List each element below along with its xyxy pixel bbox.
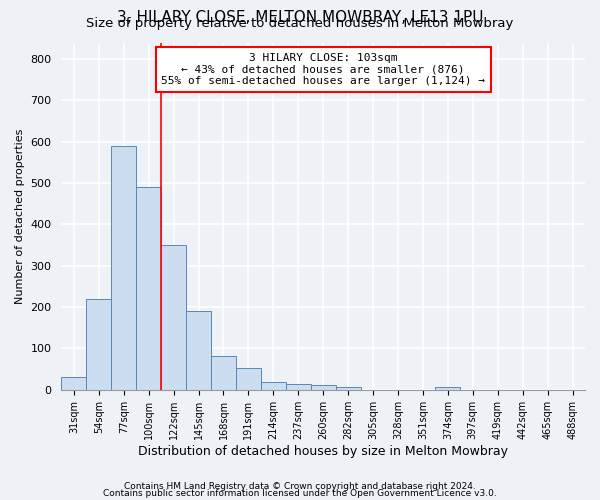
Bar [186,312,211,390]
X-axis label: Distribution of detached houses by size in Melton Mowbray: Distribution of detached houses by size … [138,444,508,458]
Y-axis label: Number of detached properties: Number of detached properties [15,128,25,304]
Bar [436,388,460,390]
Bar [161,245,186,390]
Bar [261,382,286,390]
Bar [335,387,361,390]
Bar [286,384,311,390]
Bar [211,356,236,390]
Bar [61,376,86,390]
Text: Size of property relative to detached houses in Melton Mowbray: Size of property relative to detached ho… [86,18,514,30]
Bar [111,146,136,390]
Text: 3, HILARY CLOSE, MELTON MOWBRAY, LE13 1PU: 3, HILARY CLOSE, MELTON MOWBRAY, LE13 1P… [117,10,483,25]
Bar [136,187,161,390]
Bar [311,385,335,390]
Bar [236,368,261,390]
Text: Contains public sector information licensed under the Open Government Licence v3: Contains public sector information licen… [103,488,497,498]
Text: 3 HILARY CLOSE: 103sqm
← 43% of detached houses are smaller (876)
55% of semi-de: 3 HILARY CLOSE: 103sqm ← 43% of detached… [161,53,485,86]
Bar [86,299,111,390]
Text: Contains HM Land Registry data © Crown copyright and database right 2024.: Contains HM Land Registry data © Crown c… [124,482,476,491]
